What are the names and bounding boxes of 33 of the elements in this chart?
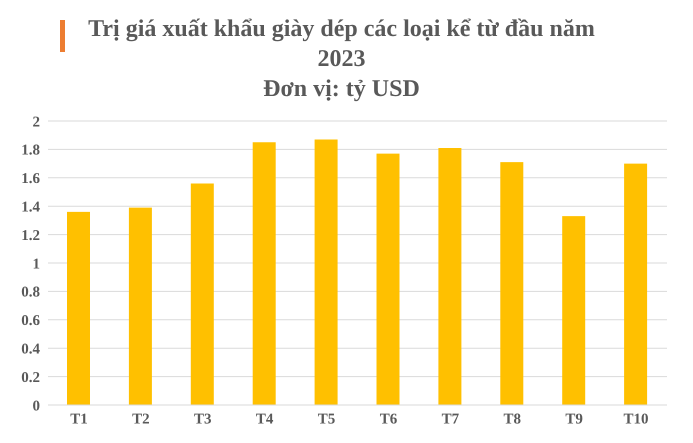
x-tick-label: T1 [70, 412, 88, 428]
y-tick-label: 1.8 [21, 142, 40, 159]
bar [67, 212, 90, 405]
chart-subtitle: Đơn vị: tỷ USD [262, 75, 421, 104]
bar [252, 142, 276, 405]
bar [500, 162, 524, 405]
chart-title: Trị giá xuất khẩu giày dép các loại kể từ đầu năm 2023 [88, 15, 595, 74]
y-tick-label: 0.8 [21, 284, 40, 301]
y-tick-label: 1.4 [21, 200, 40, 216]
y-tick-label: 1.2 [21, 228, 40, 244]
x-tick-label: T10 [624, 412, 649, 428]
y-tick-label: 0.4 [21, 342, 40, 358]
bar [128, 208, 152, 405]
bar [376, 154, 400, 405]
x-tick-label: T3 [194, 412, 212, 428]
x-tick-label: T5 [318, 412, 336, 428]
bar [624, 164, 648, 405]
bar [190, 183, 214, 405]
y-tick-label: 0.6 [21, 313, 40, 330]
y-tick-label: 1 [32, 256, 40, 272]
x-tick-label: T9 [565, 412, 583, 428]
bar [438, 148, 462, 405]
bar [314, 139, 338, 405]
bar [562, 216, 586, 405]
x-tick-label: T6 [380, 412, 398, 428]
y-tick-label: 0.2 [21, 370, 40, 386]
x-tick-label: T4 [256, 412, 274, 428]
y-tick-label: 2 [32, 114, 40, 130]
x-tick-label: T7 [442, 412, 460, 428]
y-tick-label: 1.6 [21, 171, 40, 188]
y-tick-label: 0 [32, 398, 40, 414]
x-tick-label: T2 [132, 412, 150, 428]
x-tick-label: T8 [503, 412, 522, 428]
